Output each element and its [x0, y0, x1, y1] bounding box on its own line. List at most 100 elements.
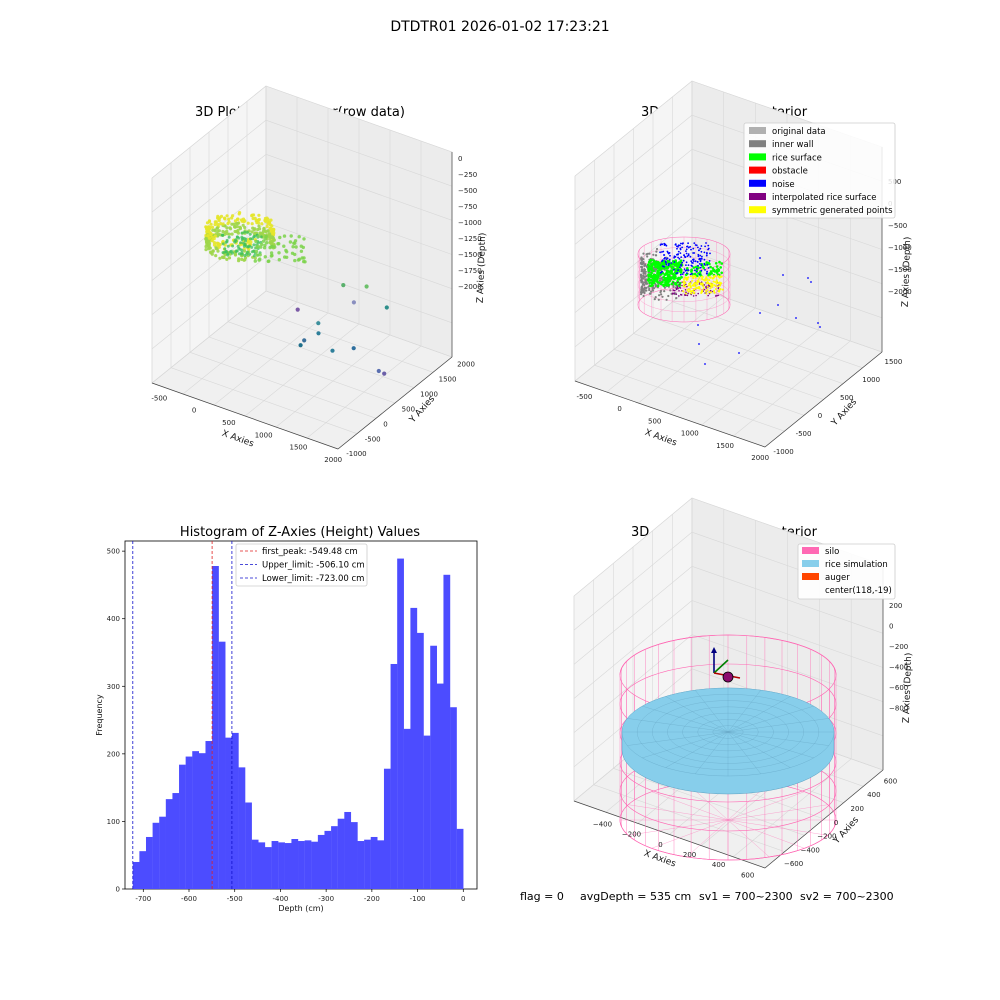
- surface-point: [248, 237, 252, 241]
- surface-point: [258, 253, 262, 257]
- histogram-bar: [298, 841, 305, 889]
- histogram-bar: [337, 818, 345, 889]
- noise-point: [674, 243, 677, 246]
- interpolated-point: [677, 287, 679, 290]
- noise-point: [668, 252, 671, 254]
- symmetric-point: [715, 279, 718, 282]
- noise-point: [686, 255, 689, 258]
- noise-point: [676, 272, 679, 274]
- noise-point: [689, 273, 692, 276]
- noise-point: [661, 259, 664, 262]
- noise-point: [351, 346, 356, 351]
- histogram-bar: [165, 799, 173, 889]
- wall-point: [643, 268, 646, 271]
- noise-point: [659, 251, 661, 254]
- wall-point: [655, 250, 658, 253]
- symmetric-point: [696, 280, 699, 282]
- histogram-bar: [357, 841, 365, 889]
- noise-point: [685, 250, 687, 253]
- surface-point: [674, 282, 677, 285]
- y-tick-label: 0: [383, 420, 387, 428]
- wall-point: [661, 295, 664, 298]
- gridline: [151, 85, 267, 179]
- y-tick-label: -500: [365, 435, 381, 443]
- noise-point: [692, 258, 695, 261]
- wall-point: [654, 296, 657, 299]
- noise-point: [707, 244, 710, 247]
- surface-point: [257, 234, 261, 238]
- noise-point: [677, 244, 680, 247]
- surface-point: [259, 235, 263, 239]
- wall-point: [256, 227, 260, 232]
- legend-label: center(118,-19): [825, 586, 892, 596]
- symmetric-point: [687, 290, 690, 293]
- symmetric-point: [713, 275, 716, 277]
- surface-point: [227, 235, 231, 239]
- noise-point: [384, 305, 389, 310]
- wall-point: [257, 217, 261, 222]
- wall-point: [257, 224, 261, 228]
- surface-point: [266, 259, 270, 264]
- symmetric-point: [683, 283, 685, 286]
- y-axis-line: [764, 351, 883, 448]
- wall-point: [227, 220, 231, 224]
- symmetric-point: [713, 289, 715, 292]
- symmetric-point: [682, 290, 685, 293]
- noise-point: [316, 321, 321, 326]
- silo-front-ring: [619, 819, 837, 861]
- surface-point: [244, 237, 248, 241]
- symmetric-point: [693, 283, 695, 285]
- symmetric-point: [692, 284, 695, 287]
- wall-point: [645, 253, 648, 256]
- rice-mesh: [695, 731, 729, 774]
- x-tick-label: −200: [622, 831, 641, 839]
- axis-arrow-y: [713, 659, 729, 674]
- histogram-bar: [304, 840, 312, 889]
- wall-point: [211, 228, 215, 232]
- surface-point: [221, 251, 225, 255]
- noise-point: [699, 266, 702, 269]
- z-tick-label: −800: [889, 705, 908, 713]
- wall-point: [643, 287, 646, 290]
- symmetric-point: [709, 282, 712, 285]
- x-tick-label: 2000: [324, 456, 342, 464]
- gridline: [573, 497, 693, 597]
- noise-point: [704, 269, 706, 271]
- wall-point: [659, 289, 663, 293]
- noise-point: [376, 368, 381, 374]
- histogram-bar: [179, 764, 186, 889]
- noise-point: [681, 246, 683, 249]
- noise-point: [708, 260, 711, 262]
- gridline: [265, 85, 453, 153]
- wall-point: [215, 241, 219, 245]
- x-tick-labels: -500 0 500 1000 1500 2000: [151, 394, 342, 464]
- surface-point: [253, 259, 257, 263]
- noise-point: [692, 260, 695, 262]
- wall-point: [250, 222, 254, 226]
- wall-point: [216, 229, 220, 233]
- wall-point: [246, 221, 250, 225]
- wall-point: [216, 222, 220, 226]
- symmetric-point: [705, 277, 708, 280]
- x-tick-label: -100: [410, 895, 426, 903]
- surface-point: [712, 268, 716, 272]
- wall-point: [227, 217, 231, 221]
- symmetric-point: [715, 282, 718, 285]
- wall-point: [254, 219, 258, 223]
- noise-point: [819, 326, 821, 328]
- noise-point: [683, 254, 686, 257]
- x-tick-label: -600: [181, 895, 197, 903]
- symmetric-point: [698, 287, 701, 290]
- wall-point: [225, 226, 229, 230]
- x-tick-labels: −400 −200 0 200 400 600: [593, 820, 754, 879]
- wall-point: [640, 278, 643, 281]
- noise-point: [316, 331, 321, 336]
- surface-point: [662, 275, 666, 279]
- surface-point: [670, 265, 673, 269]
- surface-point: [714, 262, 718, 265]
- wall-point: [236, 228, 240, 232]
- noise-point: [685, 248, 688, 251]
- noise-point: [680, 242, 682, 245]
- y-tick-label: 400: [107, 615, 120, 623]
